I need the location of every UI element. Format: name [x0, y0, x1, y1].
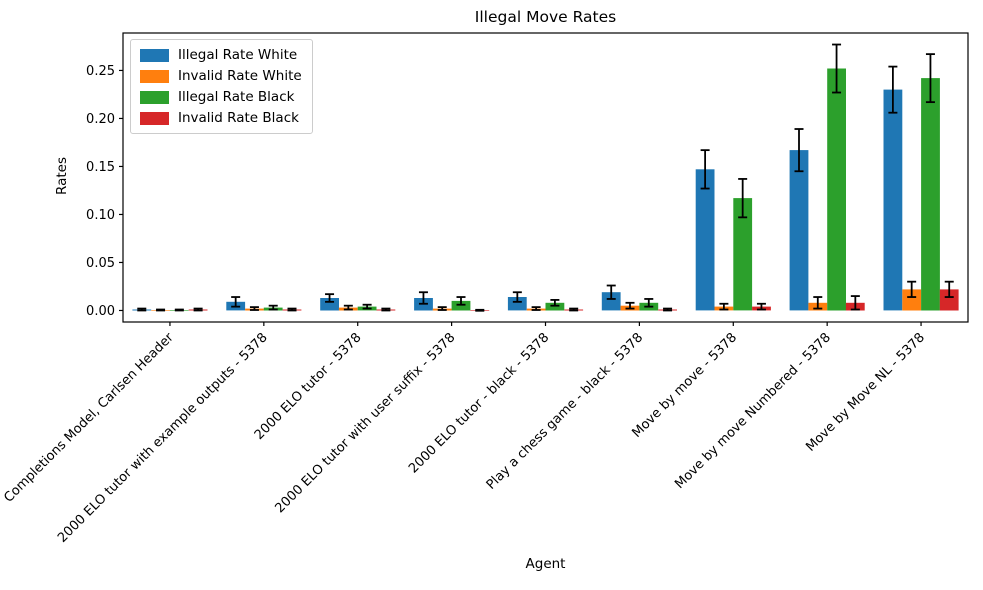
bar	[939, 289, 959, 311]
x-tick-label: 2000 ELO tutor - 5378	[252, 330, 365, 443]
legend-swatch	[140, 48, 169, 62]
legend-item: Illegal Rate Black	[140, 89, 302, 105]
bar	[902, 289, 922, 311]
bar	[695, 169, 715, 311]
legend-swatch	[140, 90, 169, 104]
y-tick-label: 0.05	[86, 256, 115, 271]
legend-label: Invalid Rate White	[178, 68, 302, 84]
x-tick-label: Move by move - 5378	[629, 330, 740, 441]
bar	[545, 302, 565, 311]
chart-title: Illegal Move Rates	[474, 8, 617, 26]
bar	[883, 89, 903, 311]
legend-label: Invalid Rate Black	[178, 110, 299, 126]
x-axis-label: Agent	[525, 556, 566, 572]
y-tick-label: 0.20	[86, 112, 115, 127]
legend-label: Illegal Rate White	[178, 47, 298, 63]
y-tick-label: 0.00	[86, 304, 115, 319]
y-axis-label: Rates	[54, 157, 70, 195]
bar	[601, 292, 621, 311]
legend-swatch	[140, 69, 169, 83]
y-tick-label: 0.15	[86, 160, 115, 175]
bar	[507, 297, 527, 311]
x-tick-label: 2000 ELO tutor with example outputs - 53…	[55, 330, 271, 546]
x-tick-label: Move by move Numbered - 5378	[672, 330, 834, 492]
y-tick-label: 0.25	[86, 64, 115, 79]
x-tick-label: Completions Model, Carlsen Header	[1, 330, 177, 506]
legend-swatch	[140, 111, 169, 125]
bar	[921, 78, 940, 311]
bar	[789, 150, 809, 311]
legend: Illegal Rate White Invalid Rate White Ille…	[130, 39, 313, 134]
legend-item: Invalid Rate Black	[140, 110, 302, 126]
bar	[320, 298, 339, 311]
bar	[733, 198, 753, 311]
y-tick-label: 0.10	[86, 208, 115, 223]
bar	[827, 68, 846, 311]
legend-label: Illegal Rate Black	[178, 89, 295, 105]
legend-item: Illegal Rate White	[140, 47, 302, 63]
legend-item: Invalid Rate White	[140, 68, 302, 84]
x-tick-label: Play a chess game - black - 5378	[484, 330, 646, 492]
x-tick-label: 2000 ELO tutor with user suffix - 5378	[273, 330, 459, 516]
bar	[451, 300, 471, 311]
